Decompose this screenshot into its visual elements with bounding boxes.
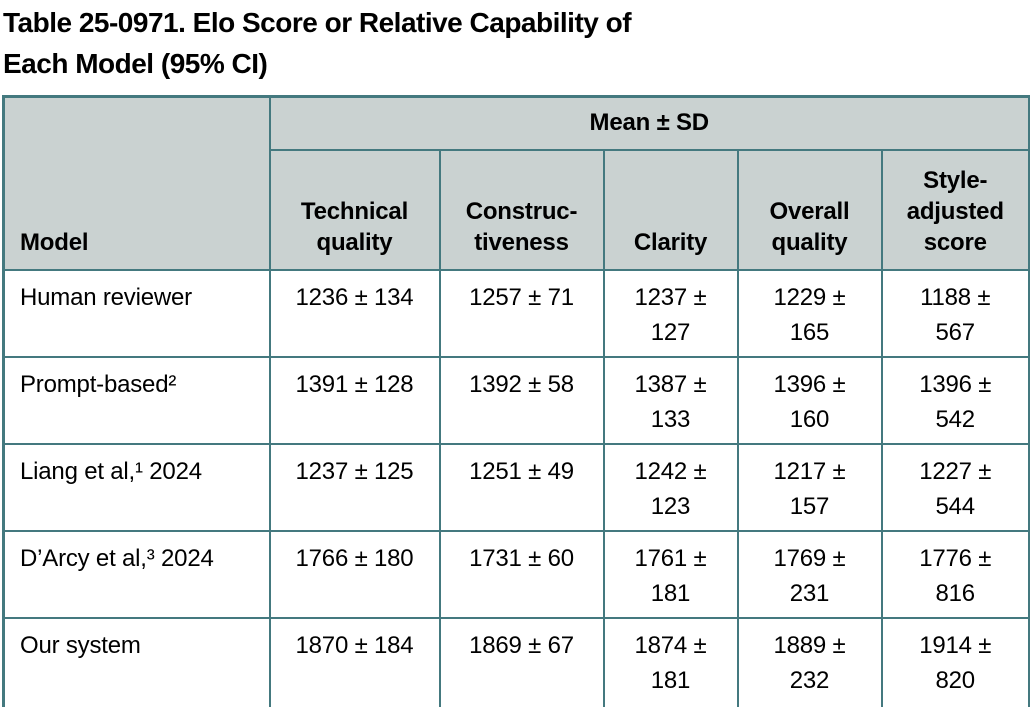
table-row-human-reviewer: Human reviewer 1236 ± 134 1257 ± 71 1237… [2, 268, 1030, 358]
row-label: Liang et al,¹ 2024 [2, 442, 271, 532]
value-cell: 1387 ± 133 [602, 355, 739, 445]
value-cell: 1776 ± 816 [880, 529, 1030, 619]
elo-score-table: Model Mean ± SD Technical quality Constr… [2, 95, 1030, 707]
value-cell: 1396 ± 542 [880, 355, 1030, 445]
value-cell: 1914 ± 820 [880, 616, 1030, 707]
column-header-style-adjusted-score: Style- adjusted score [880, 148, 1030, 271]
value-cell: 1257 ± 71 [438, 268, 605, 358]
value-cell: 1391 ± 128 [268, 355, 441, 445]
row-label: Prompt-based² [2, 355, 271, 445]
value-cell: 1761 ± 181 [602, 529, 739, 619]
value-cell: 1396 ± 160 [736, 355, 883, 445]
row-label: Our system [2, 616, 271, 707]
value-cell: 1392 ± 58 [438, 355, 605, 445]
value-cell: 1874 ± 181 [602, 616, 739, 707]
table-body: Human reviewer 1236 ± 134 1257 ± 71 1237… [2, 268, 1030, 707]
value-cell: 1217 ± 157 [736, 442, 883, 532]
value-cell: 1889 ± 232 [736, 616, 883, 707]
value-cell: 1188 ± 567 [880, 268, 1030, 358]
table-row-darcy-et-al: D’Arcy et al,³ 2024 1766 ± 180 1731 ± 60… [2, 529, 1030, 619]
value-cell: 1236 ± 134 [268, 268, 441, 358]
table-row-prompt-based: Prompt-based² 1391 ± 128 1392 ± 58 1387 … [2, 355, 1030, 445]
row-label: D’Arcy et al,³ 2024 [2, 529, 271, 619]
value-cell: 1731 ± 60 [438, 529, 605, 619]
value-cell: 1237 ± 127 [602, 268, 739, 358]
table-row-our-system: Our system 1870 ± 184 1869 ± 67 1874 ± 1… [2, 616, 1030, 707]
value-cell: 1766 ± 180 [268, 529, 441, 619]
value-cell: 1227 ± 544 [880, 442, 1030, 532]
value-cell: 1869 ± 67 [438, 616, 605, 707]
group-header-row: Model Mean ± SD [2, 95, 1030, 271]
column-header-row: Technical quality Construc- tiveness Cla… [4, 148, 1030, 271]
table-row-liang-et-al: Liang et al,¹ 2024 1237 ± 125 1251 ± 49 … [2, 442, 1030, 532]
value-cell: 1237 ± 125 [268, 442, 441, 532]
value-cell: 1242 ± 123 [602, 442, 739, 532]
table-title: Table 25-0971. Elo Score or Relative Cap… [3, 7, 632, 79]
value-cell: 1870 ± 184 [268, 616, 441, 707]
column-header-technical-quality: Technical quality [268, 148, 441, 271]
table-header: Model Mean ± SD Technical quality Constr… [2, 95, 1030, 271]
value-cell: 1229 ± 165 [736, 268, 883, 358]
value-cell: 1769 ± 231 [736, 529, 883, 619]
column-header-constructiveness: Construc- tiveness [438, 148, 605, 271]
column-header-clarity: Clarity [602, 148, 739, 271]
row-label: Human reviewer [2, 268, 271, 358]
group-header-mean-sd: Mean ± SD [268, 95, 1030, 151]
column-header-model: Model [2, 95, 271, 271]
column-header-overall-quality: Overall quality [736, 148, 883, 271]
value-cell: 1251 ± 49 [438, 442, 605, 532]
